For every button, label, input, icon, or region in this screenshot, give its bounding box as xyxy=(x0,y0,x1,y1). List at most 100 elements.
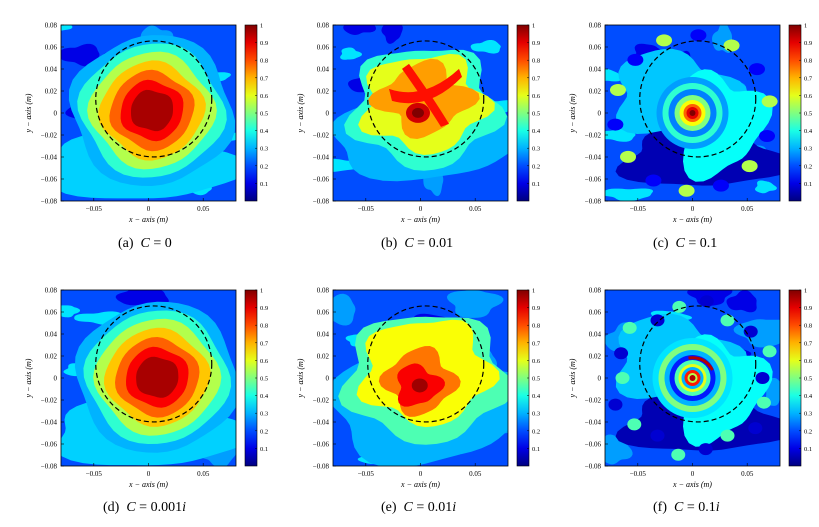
colorbar-tick-label: 0.6 xyxy=(532,358,541,365)
colorbar-tick-label: 0.7 xyxy=(260,75,269,82)
colorbar-tick-label: 0.7 xyxy=(532,340,541,347)
x-axis-label: x − axis (m) xyxy=(128,480,168,489)
x-tick-label: −0.05 xyxy=(86,470,103,478)
x-axis-label: x − axis (m) xyxy=(400,215,440,224)
colorbar-tick-label: 0.8 xyxy=(804,323,812,330)
colorbar-tick-label: 0.1 xyxy=(804,446,812,453)
x-axis-label: x − axis (m) xyxy=(672,215,712,224)
y-tick-label: −0.08 xyxy=(313,463,330,471)
y-tick-label: −0.02 xyxy=(585,397,602,405)
y-tick-label: −0.04 xyxy=(585,154,602,162)
x-tick-label: −0.05 xyxy=(86,205,103,213)
x-tick-label: 0.05 xyxy=(197,470,210,478)
y-axis-label: y − axis (m) xyxy=(296,93,305,133)
caption-a: (a) C = 0 xyxy=(118,236,172,251)
colorbar-tick-label: 0.7 xyxy=(532,75,541,82)
colorbar-tick-label: 0.4 xyxy=(260,393,269,400)
colorbar-tick-label: 0.5 xyxy=(532,376,540,383)
colorbar-tick-label: 0.5 xyxy=(532,111,540,118)
colorbar-tick-label: 0.3 xyxy=(260,146,268,153)
y-tick-label: −0.06 xyxy=(313,176,330,184)
y-axis-label: y − axis (m) xyxy=(296,358,305,398)
colorbar-tick-label: 0.6 xyxy=(804,93,813,100)
colorbar-tick-label: 0.2 xyxy=(260,163,268,170)
y-tick-label: 0.06 xyxy=(317,309,330,317)
colorbar-tick-label: 0.3 xyxy=(260,411,268,418)
colorbar-tick-label: 1 xyxy=(804,23,807,30)
x-tick-label: 0.05 xyxy=(741,205,754,213)
y-tick-label: −0.08 xyxy=(313,198,330,206)
colorbar-tick-label: 0.4 xyxy=(804,393,813,400)
contour-plot: 0.08 0.06 0.04 0.02 0 −0.02 −0.04 −0.06 −0.08 −0.… xyxy=(24,22,269,225)
y-tick-label: −0.06 xyxy=(585,441,602,449)
dashed-boundary-circle xyxy=(95,305,213,423)
y-tick-label: 0.04 xyxy=(589,331,602,339)
dashed-boundary-circle xyxy=(367,40,485,158)
x-tick-label: 0.05 xyxy=(197,205,210,213)
y-tick-label: 0.08 xyxy=(45,287,58,295)
x-axis-label: x − axis (m) xyxy=(672,480,712,489)
x-tick-label: 0 xyxy=(419,205,423,213)
y-tick-label: −0.08 xyxy=(41,198,58,206)
y-tick-label: 0.02 xyxy=(45,88,58,96)
panel-e: 0.08 0.06 0.04 0.02 0 −0.02 −0.04 −0.06 −0.08 −0.… xyxy=(272,270,541,520)
y-tick-label: −0.06 xyxy=(41,441,58,449)
dashed-boundary-circle xyxy=(367,305,485,423)
y-tick-label: 0.06 xyxy=(589,309,602,317)
colorbar-tick-label: 0.3 xyxy=(804,146,812,153)
y-tick-label: 0 xyxy=(326,110,330,118)
colorbar-tick-label: 0.6 xyxy=(260,358,269,365)
y-tick-label: 0.08 xyxy=(317,22,330,30)
y-axis-label: y − axis (m) xyxy=(24,93,33,133)
contour-plot: 0.08 0.06 0.04 0.02 0 −0.02 −0.04 −0.06 −0.08 −0.… xyxy=(24,287,269,490)
y-tick-label: 0 xyxy=(598,110,602,118)
y-tick-label: −0.04 xyxy=(585,419,602,427)
y-tick-label: 0.08 xyxy=(589,22,602,30)
y-tick-label: −0.06 xyxy=(41,176,58,184)
contour-plot: 0.08 0.06 0.04 0.02 0 −0.02 −0.04 −0.06 −0.08 −0.… xyxy=(296,287,541,490)
x-tick-label: 0 xyxy=(147,470,151,478)
y-tick-label: 0.04 xyxy=(45,331,58,339)
caption-f: (f) C = 0.1i xyxy=(653,500,720,515)
panel-b: 0.08 0.06 0.04 0.02 0 −0.02 −0.04 −0.06 −0.08 −0.… xyxy=(272,5,541,255)
colorbar-tick-label: 0.1 xyxy=(532,181,540,188)
y-tick-label: 0.02 xyxy=(589,88,602,96)
y-tick-label: −0.08 xyxy=(585,198,602,206)
contour-field xyxy=(333,290,508,466)
panel-c: 0.08 0.06 0.04 0.02 0 −0.02 −0.04 −0.06 −0.08 −0.… xyxy=(544,5,813,255)
x-axis-label: x − axis (m) xyxy=(400,480,440,489)
colorbar-tick-label: 0.2 xyxy=(804,163,812,170)
colorbar-tick-label: 0.6 xyxy=(804,358,813,365)
dashed-boundary-circle xyxy=(639,305,757,423)
panel-a: 0.08 0.06 0.04 0.02 0 −0.02 −0.04 −0.06 −0.08 −0.… xyxy=(0,5,269,255)
colorbar-tick-label: 0.8 xyxy=(804,58,812,65)
x-tick-label: −0.05 xyxy=(358,205,375,213)
dashed-boundary-circle xyxy=(95,40,213,158)
colorbar-tick-label: 0.9 xyxy=(532,305,540,312)
y-tick-label: 0.08 xyxy=(45,22,58,30)
colorbar-tick-label: 0.4 xyxy=(532,393,541,400)
y-tick-label: −0.04 xyxy=(41,419,58,427)
x-tick-label: 0 xyxy=(691,470,695,478)
colorbar-tick-label: 0.7 xyxy=(804,340,813,347)
colorbar-tick-label: 0.1 xyxy=(532,446,540,453)
y-tick-label: −0.08 xyxy=(585,463,602,471)
dashed-boundary-circle xyxy=(639,40,757,158)
y-tick-label: 0 xyxy=(326,375,330,383)
x-tick-label: 0 xyxy=(419,470,423,478)
y-tick-label: 0.06 xyxy=(45,309,58,317)
x-tick-label: 0.05 xyxy=(469,470,482,478)
y-tick-label: 0.02 xyxy=(317,353,330,361)
caption-e: (e) C = 0.01i xyxy=(381,500,457,515)
y-tick-label: −0.06 xyxy=(313,441,330,449)
x-axis-label: x − axis (m) xyxy=(128,215,168,224)
colorbar-tick-label: 0.2 xyxy=(260,428,268,435)
colorbar-tick-label: 0.1 xyxy=(260,181,268,188)
contour-plot: 0.08 0.06 0.04 0.02 0 −0.02 −0.04 −0.06 −0.08 −0.… xyxy=(568,22,813,225)
x-tick-label: 0.05 xyxy=(469,205,482,213)
y-tick-label: 0.04 xyxy=(589,66,602,74)
colorbar-tick-label: 0.5 xyxy=(804,111,812,118)
y-axis-label: y − axis (m) xyxy=(568,358,577,398)
contour-plot: 0.08 0.06 0.04 0.02 0 −0.02 −0.04 −0.06 −0.08 −0.… xyxy=(568,287,813,490)
caption-c: (c) C = 0.1 xyxy=(653,236,718,251)
